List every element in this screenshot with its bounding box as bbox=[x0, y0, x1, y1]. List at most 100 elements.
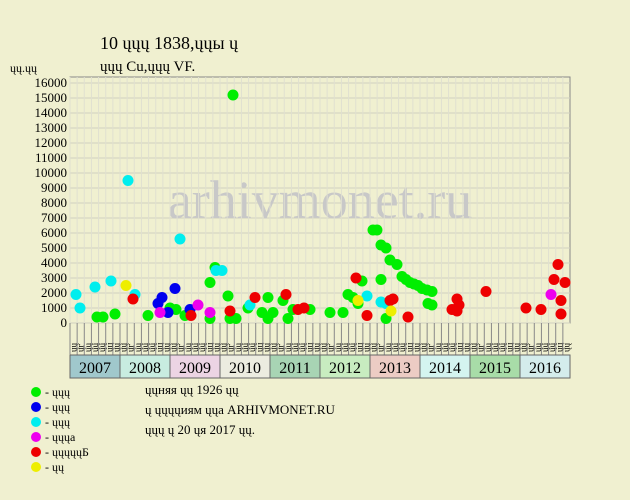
column-label: ųų bbox=[219, 343, 229, 353]
column-label: ųų bbox=[411, 343, 421, 353]
y-tick-label: 5000 bbox=[41, 240, 67, 255]
point bbox=[105, 275, 117, 287]
point bbox=[227, 89, 239, 101]
point bbox=[535, 304, 547, 315]
column-label: ųų bbox=[497, 343, 507, 353]
point bbox=[451, 305, 463, 317]
column-label: ųų bbox=[269, 343, 279, 353]
point bbox=[74, 302, 86, 314]
point bbox=[204, 307, 216, 318]
y-tick-label: 14000 bbox=[35, 105, 68, 120]
column-label: ųų bbox=[490, 343, 500, 353]
legend-marker bbox=[31, 417, 41, 427]
point bbox=[262, 292, 274, 303]
point bbox=[154, 307, 166, 318]
column-label: ųų bbox=[361, 343, 371, 353]
point bbox=[89, 281, 101, 293]
column-label: ųų bbox=[519, 343, 529, 353]
point bbox=[192, 299, 204, 311]
column-label: ųг bbox=[476, 344, 486, 353]
column-label: ųų bbox=[211, 343, 221, 353]
legend-marker bbox=[31, 462, 41, 472]
column-label: ųų bbox=[290, 343, 300, 353]
year-label: 2011 bbox=[279, 360, 310, 377]
legend-marker bbox=[31, 447, 41, 457]
column-label: ųų bbox=[469, 343, 479, 353]
point bbox=[216, 265, 228, 276]
y-tick-label: 9000 bbox=[41, 180, 67, 195]
point bbox=[380, 242, 392, 254]
column-label: ųų bbox=[161, 343, 171, 353]
column-label: ųų bbox=[297, 343, 307, 353]
point bbox=[109, 308, 121, 320]
point bbox=[385, 305, 397, 317]
column-label: ųų bbox=[119, 343, 129, 353]
point bbox=[127, 293, 139, 305]
column-label: ųų bbox=[183, 343, 193, 353]
point bbox=[391, 259, 403, 270]
year-label: 2007 bbox=[79, 360, 111, 377]
column-label: ųц bbox=[204, 343, 214, 353]
note: ų ųųųųиям ųųа ARHIVMONET.RU bbox=[145, 402, 336, 417]
point bbox=[555, 308, 567, 320]
column-label: ųų bbox=[383, 343, 393, 353]
point bbox=[520, 302, 532, 314]
column-label: ųų bbox=[190, 343, 200, 353]
column-label: ųų bbox=[540, 343, 550, 353]
column-label: ųг bbox=[276, 344, 286, 353]
column-label: ųц bbox=[354, 343, 364, 353]
point bbox=[122, 175, 134, 186]
column-label: ųų bbox=[533, 343, 543, 353]
column-label: ųų bbox=[83, 343, 93, 353]
column-label: ųг bbox=[226, 344, 236, 353]
point bbox=[426, 299, 438, 311]
point bbox=[224, 305, 236, 317]
y-tick-label: 0 bbox=[61, 315, 68, 330]
column-label: ųų bbox=[90, 343, 100, 353]
legend-label: - ųų bbox=[45, 460, 64, 474]
column-label: ųų bbox=[419, 343, 429, 353]
column-label: ųų bbox=[140, 343, 150, 353]
point bbox=[298, 302, 310, 314]
point bbox=[324, 307, 336, 318]
y-tick-label: 15000 bbox=[35, 90, 68, 105]
column-label: ųų bbox=[397, 343, 407, 353]
column-label: ųų bbox=[233, 343, 243, 353]
y-tick-label: 8000 bbox=[41, 195, 67, 210]
point bbox=[545, 289, 557, 300]
column-label: ųų bbox=[240, 343, 250, 353]
point bbox=[142, 310, 154, 321]
column-label: ųų bbox=[261, 343, 271, 353]
y-tick-label: 10000 bbox=[35, 165, 68, 180]
year-label: 2008 bbox=[129, 360, 161, 377]
legend-label: - ųųųųųБ bbox=[45, 445, 89, 459]
column-label: ųų bbox=[483, 343, 493, 353]
point bbox=[120, 280, 132, 291]
point bbox=[249, 292, 261, 303]
point bbox=[426, 286, 438, 297]
column-label: ųц bbox=[154, 343, 164, 353]
year-label: 2015 bbox=[479, 360, 511, 377]
y-tick-label: 12000 bbox=[35, 135, 68, 150]
column-label: ųų bbox=[247, 343, 257, 353]
year-label: 2009 bbox=[179, 360, 211, 377]
column-label: ųų bbox=[347, 343, 357, 353]
point bbox=[156, 292, 168, 303]
column-label: ųų bbox=[511, 343, 521, 353]
point bbox=[555, 295, 567, 306]
point bbox=[222, 290, 234, 302]
column-label: ųų bbox=[319, 343, 329, 353]
legend-marker bbox=[31, 402, 41, 412]
y-tick-label: 3000 bbox=[41, 270, 67, 285]
column-label: ųų bbox=[340, 343, 350, 353]
column-label: ųг bbox=[526, 344, 536, 353]
column-label: ųц bbox=[404, 343, 414, 353]
point bbox=[480, 286, 492, 297]
point bbox=[552, 259, 564, 270]
point bbox=[361, 290, 373, 302]
year-label: 2016 bbox=[529, 360, 561, 377]
point bbox=[204, 277, 216, 288]
legend-label: - ųųų bbox=[45, 400, 70, 414]
column-label: ųų bbox=[447, 343, 457, 353]
